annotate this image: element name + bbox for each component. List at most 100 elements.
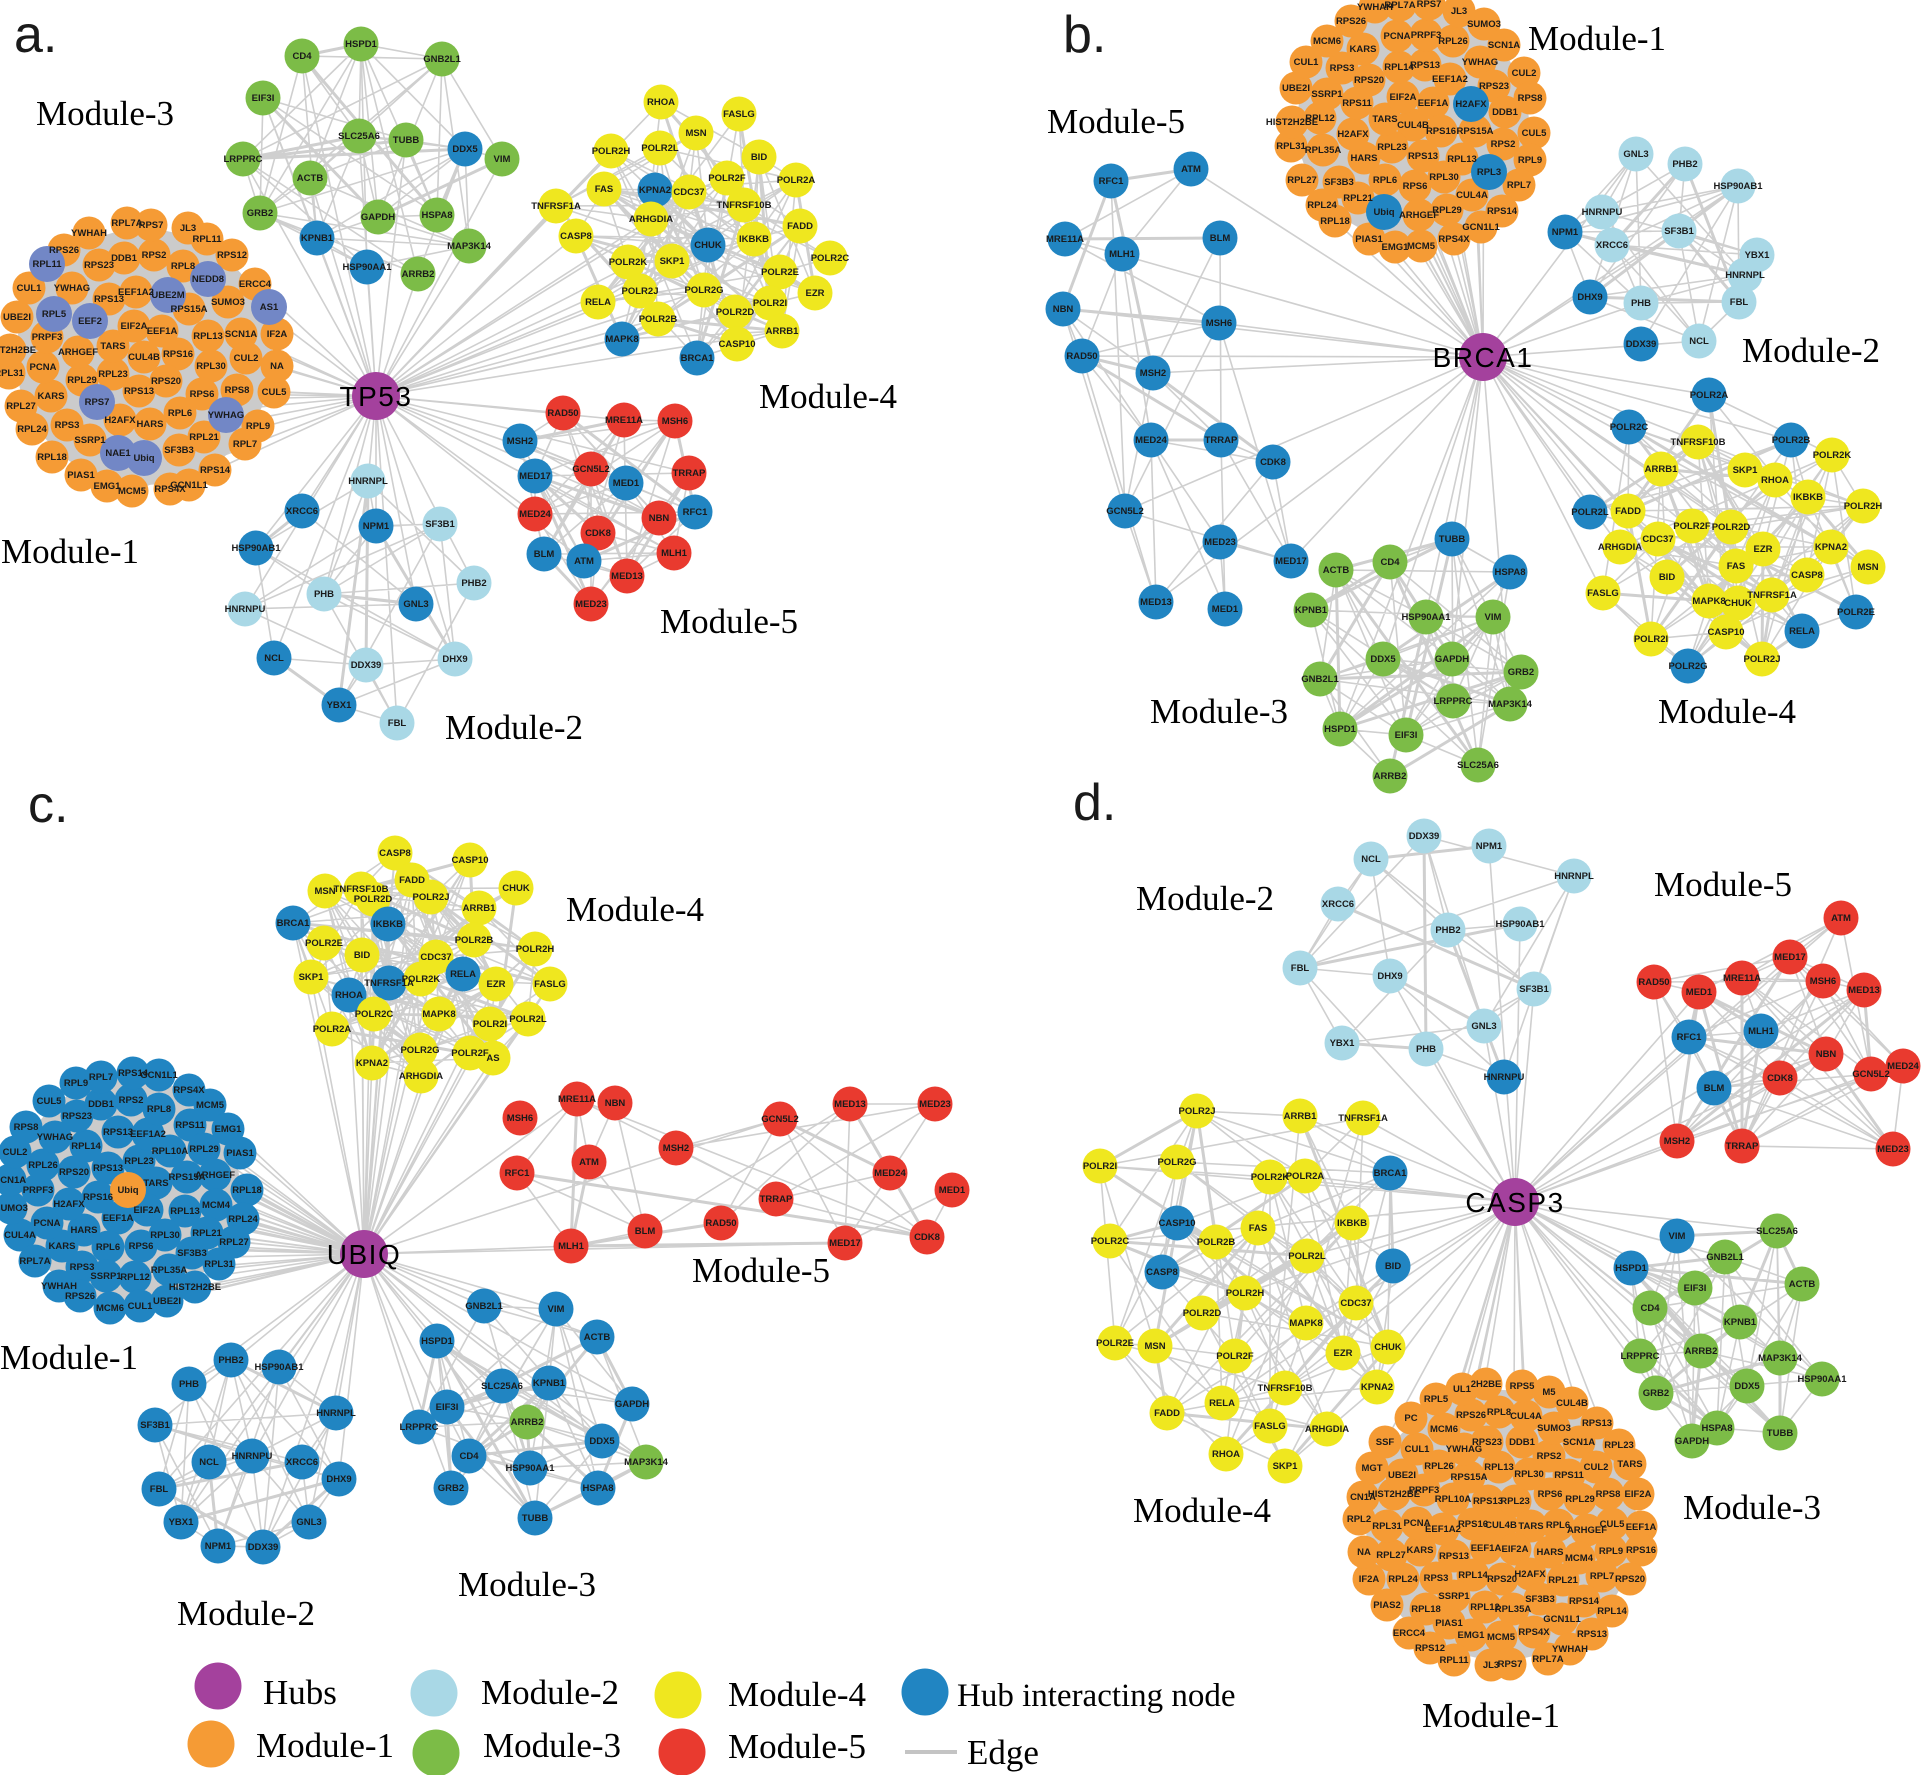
svg-text:CUL4B: CUL4B bbox=[128, 352, 160, 363]
svg-text:CDC37: CDC37 bbox=[1340, 1298, 1371, 1309]
svg-text:POLR2J: POLR2J bbox=[622, 286, 659, 297]
svg-text:POLR2C: POLR2C bbox=[355, 1009, 394, 1020]
svg-text:SSRP1: SSRP1 bbox=[1438, 1591, 1470, 1602]
svg-text:KPNB1: KPNB1 bbox=[533, 1378, 566, 1389]
svg-text:AS1: AS1 bbox=[260, 302, 279, 313]
svg-text:POLR2H: POLR2H bbox=[592, 146, 631, 157]
svg-text:RPL5: RPL5 bbox=[1424, 1394, 1449, 1405]
svg-text:POLR2H: POLR2H bbox=[1226, 1288, 1265, 1299]
svg-text:Module-2: Module-2 bbox=[1136, 879, 1274, 918]
svg-text:H2AFX: H2AFX bbox=[1337, 129, 1369, 140]
svg-text:RPL23: RPL23 bbox=[98, 369, 128, 380]
svg-text:RAD50: RAD50 bbox=[705, 1218, 736, 1229]
svg-text:NA: NA bbox=[1357, 1547, 1371, 1558]
svg-text:MED17: MED17 bbox=[829, 1238, 861, 1249]
svg-text:HNRNPL: HNRNPL bbox=[1554, 871, 1594, 882]
svg-text:CUL1: CUL1 bbox=[17, 283, 43, 294]
svg-text:MED13: MED13 bbox=[611, 571, 643, 582]
svg-text:RHOA: RHOA bbox=[647, 97, 675, 108]
svg-text:RPS16: RPS16 bbox=[1458, 1519, 1488, 1530]
svg-text:POLR2K: POLR2K bbox=[609, 257, 648, 268]
svg-text:HNRNPU: HNRNPU bbox=[232, 1451, 273, 1462]
svg-text:RPS15A: RPS15A bbox=[1451, 1472, 1488, 1483]
svg-text:GAPDH: GAPDH bbox=[1435, 654, 1469, 665]
svg-text:POLR2J: POLR2J bbox=[413, 892, 450, 903]
svg-text:MED1: MED1 bbox=[939, 1185, 966, 1196]
svg-text:SF3B3: SF3B3 bbox=[1324, 177, 1354, 188]
svg-text:POLR2J: POLR2J bbox=[1744, 654, 1781, 665]
svg-text:GCN1L1: GCN1L1 bbox=[1462, 222, 1500, 233]
svg-text:TP53: TP53 bbox=[340, 381, 413, 412]
svg-text:RPL31: RPL31 bbox=[204, 1259, 234, 1270]
svg-text:RPL8: RPL8 bbox=[171, 261, 195, 272]
svg-text:RPL11: RPL11 bbox=[32, 259, 62, 270]
svg-text:RPL8: RPL8 bbox=[1487, 1407, 1511, 1418]
svg-text:ARHGEF: ARHGEF bbox=[1567, 1525, 1607, 1536]
svg-text:Module-3: Module-3 bbox=[1683, 1488, 1821, 1527]
svg-text:RPS2: RPS2 bbox=[119, 1095, 144, 1106]
svg-text:MED13: MED13 bbox=[834, 1099, 866, 1110]
svg-text:TNFRSF1A: TNFRSF1A bbox=[1338, 1113, 1388, 1124]
svg-text:POLR2H: POLR2H bbox=[1844, 501, 1883, 512]
svg-text:SLC25A6: SLC25A6 bbox=[481, 1381, 523, 1392]
svg-text:RPL30: RPL30 bbox=[150, 1230, 180, 1241]
svg-text:UBE2I: UBE2I bbox=[1282, 83, 1310, 94]
svg-text:EEF1A: EEF1A bbox=[1418, 98, 1449, 109]
svg-text:EMG1: EMG1 bbox=[1458, 1630, 1486, 1641]
svg-text:YBX1: YBX1 bbox=[1745, 250, 1771, 261]
svg-text:CHUK: CHUK bbox=[1724, 598, 1752, 609]
svg-text:RPS23: RPS23 bbox=[1479, 81, 1509, 92]
svg-text:CASP8: CASP8 bbox=[1146, 1267, 1178, 1278]
svg-text:SLC25A6: SLC25A6 bbox=[1756, 1226, 1798, 1237]
svg-text:RPL14: RPL14 bbox=[1458, 1570, 1488, 1581]
svg-text:IKBKB: IKBKB bbox=[373, 919, 403, 930]
svg-text:POLR2B: POLR2B bbox=[1197, 1237, 1236, 1248]
svg-text:CD4: CD4 bbox=[1640, 1303, 1660, 1314]
svg-text:POLR2I: POLR2I bbox=[1634, 634, 1668, 645]
svg-text:UL1: UL1 bbox=[1453, 1384, 1472, 1395]
svg-text:NA: NA bbox=[270, 361, 284, 372]
svg-text:RPS20: RPS20 bbox=[1615, 1574, 1645, 1585]
svg-text:SCN1A: SCN1A bbox=[1563, 1437, 1595, 1448]
svg-text:EZR: EZR bbox=[806, 288, 825, 299]
svg-text:ARRB1: ARRB1 bbox=[1284, 1111, 1317, 1122]
svg-text:H2AFX: H2AFX bbox=[104, 415, 136, 426]
svg-text:DHX9: DHX9 bbox=[326, 1474, 351, 1485]
svg-text:Module-4: Module-4 bbox=[1658, 692, 1796, 731]
svg-text:MCM5: MCM5 bbox=[1487, 1632, 1516, 1643]
svg-text:RELA: RELA bbox=[450, 969, 476, 980]
svg-text:CDC37: CDC37 bbox=[673, 187, 704, 198]
svg-text:MED13: MED13 bbox=[1848, 985, 1880, 996]
svg-text:YWHAH: YWHAH bbox=[71, 228, 107, 239]
svg-text:SUMO3: SUMO3 bbox=[0, 1203, 28, 1214]
svg-text:CASP10: CASP10 bbox=[719, 339, 756, 350]
svg-text:RPL30: RPL30 bbox=[196, 361, 226, 372]
svg-text:RPL6: RPL6 bbox=[1546, 1520, 1570, 1531]
svg-text:RPL35A: RPL35A bbox=[151, 1265, 188, 1276]
svg-text:DDX39: DDX39 bbox=[1409, 831, 1440, 842]
svg-text:MAPK8: MAPK8 bbox=[1289, 1318, 1322, 1329]
svg-text:EEF1A2: EEF1A2 bbox=[1425, 1524, 1461, 1535]
svg-text:KPNA2: KPNA2 bbox=[356, 1058, 388, 1069]
svg-text:TARS: TARS bbox=[1617, 1459, 1642, 1470]
svg-text:CASP8: CASP8 bbox=[1791, 570, 1823, 581]
svg-text:Module-4: Module-4 bbox=[759, 377, 897, 416]
svg-text:HSP90AA1: HSP90AA1 bbox=[505, 1463, 555, 1474]
svg-text:CD4: CD4 bbox=[459, 1451, 479, 1462]
svg-text:ARHGDIA: ARHGDIA bbox=[629, 214, 673, 225]
svg-text:GNL3: GNL3 bbox=[1471, 1021, 1496, 1032]
svg-text:DDX39: DDX39 bbox=[1626, 339, 1657, 350]
svg-text:RHOA: RHOA bbox=[1761, 475, 1789, 486]
svg-text:NPM1: NPM1 bbox=[363, 521, 390, 532]
svg-text:IKBKB: IKBKB bbox=[1793, 492, 1823, 503]
svg-text:HNRNPL: HNRNPL bbox=[348, 476, 388, 487]
svg-text:RPL27: RPL27 bbox=[6, 401, 36, 412]
svg-text:TRRAP: TRRAP bbox=[760, 1194, 793, 1205]
svg-text:YWHAG: YWHAG bbox=[1462, 57, 1498, 68]
svg-text:YWHAG: YWHAG bbox=[54, 283, 90, 294]
svg-text:RAD50: RAD50 bbox=[1638, 977, 1669, 988]
svg-text:MED24: MED24 bbox=[1887, 1061, 1919, 1072]
svg-text:IKBKB: IKBKB bbox=[739, 234, 769, 245]
svg-text:RPL9: RPL9 bbox=[246, 421, 270, 432]
svg-text:RPS15A: RPS15A bbox=[1457, 126, 1494, 137]
